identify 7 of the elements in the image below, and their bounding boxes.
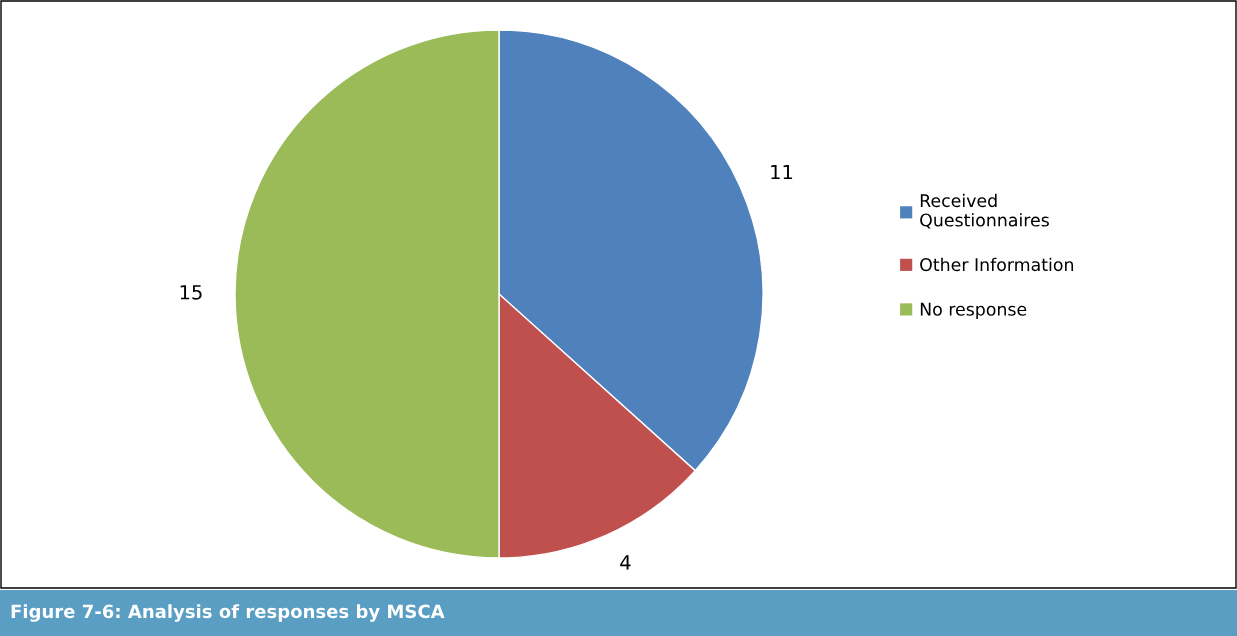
legend-label: Other Information xyxy=(920,257,1074,272)
legend-label: Received Questionnaires xyxy=(920,193,1049,229)
text: Figure 7-6: Analysis of responses by MSCA xyxy=(11,604,445,622)
legend-label: No response xyxy=(920,302,1027,320)
data-label: 4 xyxy=(620,555,631,570)
data-label: 15 xyxy=(180,285,202,300)
data-label: 11 xyxy=(771,164,793,180)
